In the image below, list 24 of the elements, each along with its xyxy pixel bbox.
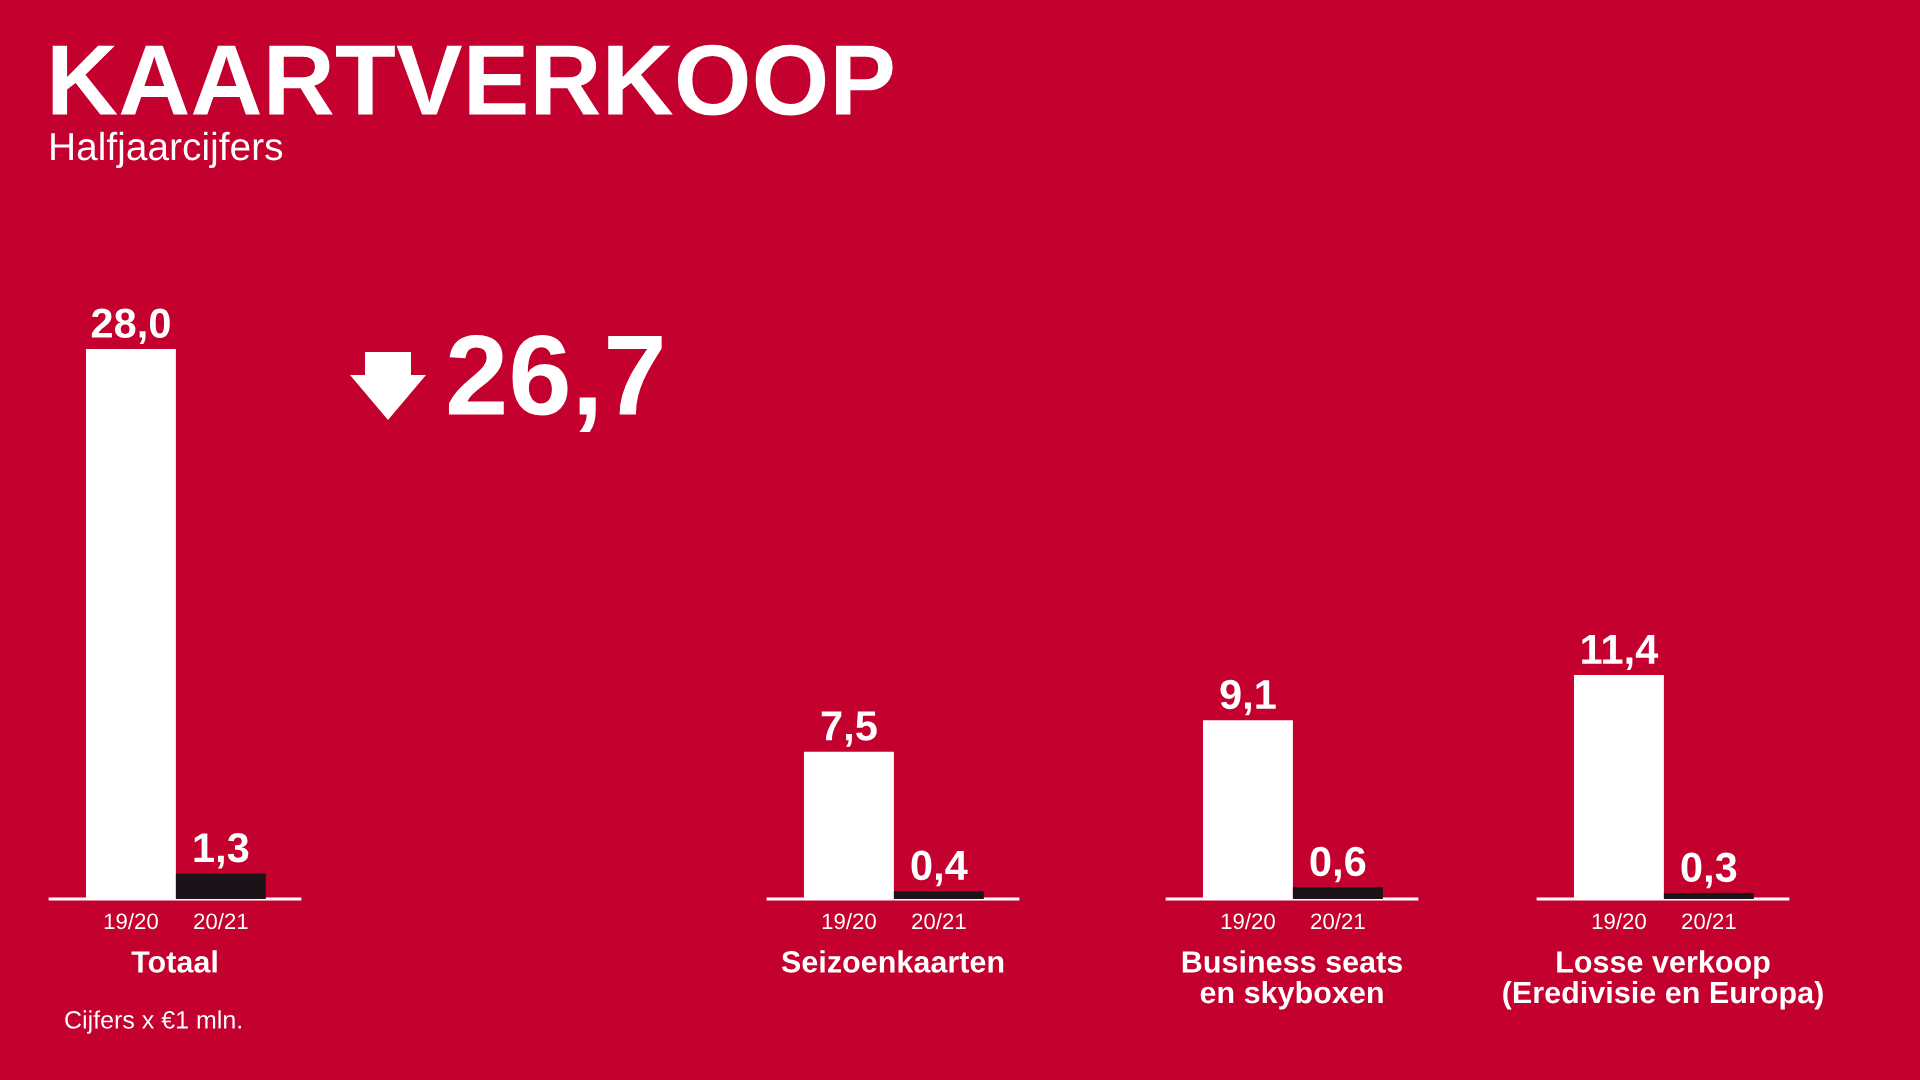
x-tick-label: 20/21 xyxy=(1682,912,1736,930)
x-tick-label: 19/20 xyxy=(822,912,876,930)
data-label: 0,6 xyxy=(1310,846,1366,883)
x-axis-title: Losse verkoop (Eredivisie en Europa) xyxy=(1503,950,1823,1010)
data-label: 0,4 xyxy=(911,850,968,887)
data-label: 1,3 xyxy=(194,832,249,869)
data-label: 9,1 xyxy=(1220,679,1276,716)
x-tick-label: 20/21 xyxy=(194,912,248,930)
data-label: 0,3 xyxy=(1681,852,1737,889)
chart-title: KAARTVERKOOP xyxy=(52,44,893,116)
data-label: 28,0 xyxy=(91,308,170,345)
data-label: 11,4 xyxy=(1582,634,1659,671)
x-axis-title: Totaal xyxy=(131,950,217,973)
x-axis-title: Seizoenkaarten xyxy=(781,950,1004,973)
text: Cijfers x €1 mln. xyxy=(65,1010,241,1034)
x-axis-title: Business seats en skyboxen xyxy=(1182,950,1403,1010)
x-tick-label: 19/20 xyxy=(1592,912,1646,930)
x-tick-label: 20/21 xyxy=(1311,912,1365,930)
x-tick-label: 19/20 xyxy=(1221,912,1275,930)
x-tick-label: 20/21 xyxy=(912,912,966,930)
data-label: 7,5 xyxy=(821,711,877,747)
chart-subtitle: Halfjaarcijfers xyxy=(51,131,283,169)
text: 26,7 xyxy=(448,334,662,433)
x-tick-label: 19/20 xyxy=(104,912,158,930)
